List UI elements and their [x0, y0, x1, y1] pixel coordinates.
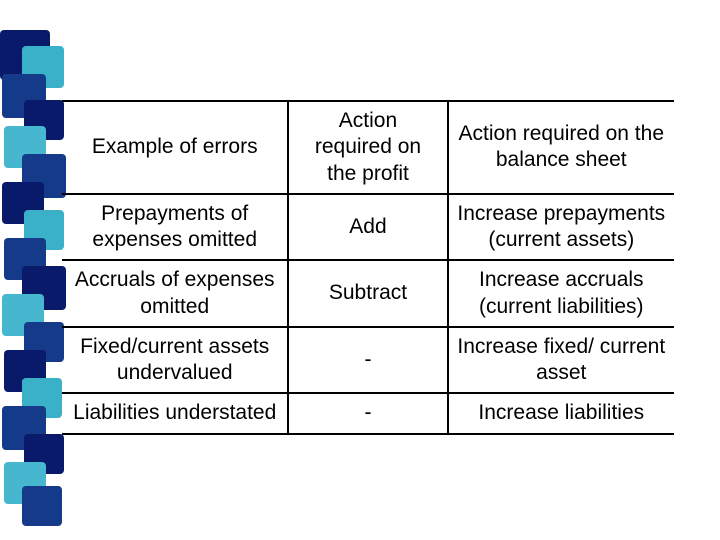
cell-balance: Increase accruals (current liabilities) — [448, 260, 674, 327]
cell-balance: Increase liabilities — [448, 393, 674, 433]
cell-balance: Increase prepayments (current assets) — [448, 194, 674, 261]
header-cell-profit: Action required on the profit — [288, 101, 447, 194]
table-row: Liabilities understated - Increase liabi… — [62, 393, 674, 433]
cell-errors: Liabilities understated — [62, 393, 288, 433]
cell-profit: - — [288, 327, 447, 394]
cell-errors: Accruals of expenses omitted — [62, 260, 288, 327]
table-row: Accruals of expenses omitted Subtract In… — [62, 260, 674, 327]
header-cell-errors: Example of errors — [62, 101, 288, 194]
cell-profit: Subtract — [288, 260, 447, 327]
cell-balance: Increase fixed/ current asset — [448, 327, 674, 394]
decoration-square — [22, 486, 62, 526]
errors-table-container: Example of errors Action required on the… — [62, 100, 674, 435]
header-cell-balance: Action required on the balance sheet — [448, 101, 674, 194]
cell-errors: Prepayments of expenses omitted — [62, 194, 288, 261]
cell-profit: Add — [288, 194, 447, 261]
table-row: Prepayments of expenses omitted Add Incr… — [62, 194, 674, 261]
table-header-row: Example of errors Action required on the… — [62, 101, 674, 194]
table-row: Fixed/current assets undervalued - Incre… — [62, 327, 674, 394]
errors-table: Example of errors Action required on the… — [62, 100, 674, 435]
cell-errors: Fixed/current assets undervalued — [62, 327, 288, 394]
cell-profit: - — [288, 393, 447, 433]
